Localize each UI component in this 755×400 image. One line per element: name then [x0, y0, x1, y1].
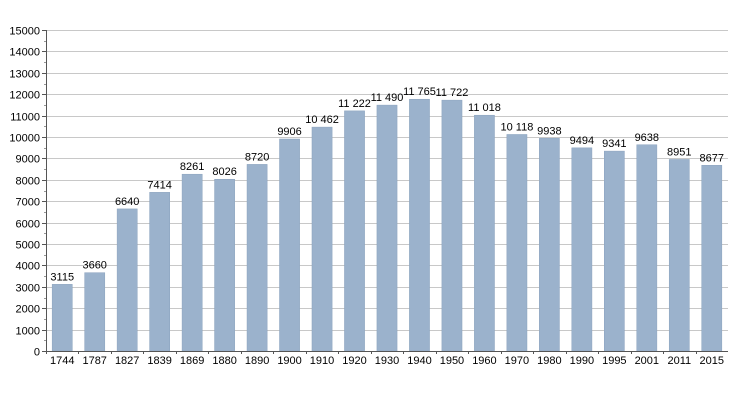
x-tick-label: 1995: [602, 355, 626, 367]
data-labels: 3115 3660 6640 7414 8261 8026 8720 9906 10 462 11…: [50, 86, 724, 283]
data-label: 9938: [537, 125, 561, 137]
bar-1940: [409, 98, 430, 352]
bar-1787: [84, 272, 106, 352]
y-tick-label: 1000: [16, 326, 40, 338]
data-label: 10 118: [500, 121, 533, 133]
data-label: 8026: [212, 166, 236, 178]
y-tick-label: 11000: [10, 112, 40, 124]
x-tick-label: 1839: [147, 355, 171, 367]
bar-1900: [279, 138, 300, 352]
y-tick-label: 12000: [9, 90, 40, 102]
x-tick-label: 1744: [50, 355, 74, 367]
x-tick-label: 1950: [440, 355, 464, 367]
data-label: 3660: [82, 260, 106, 272]
bars: [51, 98, 723, 352]
data-label: 11 018: [468, 102, 501, 114]
y-tick-label: 3000: [16, 283, 40, 295]
data-label: 6640: [115, 196, 139, 208]
y-tick-label: 5000: [16, 240, 40, 252]
bar-1890: [246, 164, 268, 352]
data-label: 9494: [570, 135, 594, 147]
bar-1995: [604, 150, 625, 352]
x-tick-label: 1869: [180, 355, 204, 367]
data-label: 8720: [245, 151, 269, 163]
x-tick-label: 2015: [700, 355, 724, 367]
bar-1880: [214, 178, 235, 352]
data-label: 8261: [180, 161, 204, 173]
bar-1980: [539, 138, 560, 352]
axes: [42, 30, 728, 354]
x-tick-label: 2001: [635, 355, 659, 367]
data-label: 10 462: [305, 114, 339, 126]
data-label: 9638: [635, 132, 659, 144]
x-tick-label: 1827: [115, 355, 139, 367]
y-tick-label: 7000: [16, 197, 40, 209]
bar-1960: [474, 114, 495, 352]
x-tick-label: 1900: [277, 355, 301, 367]
bar-1970: [506, 134, 528, 352]
bar-1910: [311, 126, 333, 352]
y-tick-label: 9000: [16, 154, 40, 166]
y-tick-label: 13000: [9, 69, 40, 81]
y-tick-label: 0: [34, 347, 40, 359]
x-tick-label: 1930: [375, 355, 399, 367]
bar-1839: [149, 192, 170, 352]
x-tick-label: 1970: [505, 355, 529, 367]
x-tick-label: 1910: [310, 355, 334, 367]
data-label: 11 222: [338, 98, 371, 110]
y-tick-label: 8000: [16, 176, 40, 188]
data-label: 3115: [50, 271, 74, 283]
x-tick-label: 1880: [212, 355, 236, 367]
y-tick-label: 14000: [9, 47, 40, 59]
bar-1869: [181, 173, 203, 352]
bar-2011: [668, 159, 690, 352]
y-tick-label: 2000: [16, 304, 40, 316]
x-tick-labels: 1744 1787 1827 1839 1869 1880 1890 1900 1910 1920…: [50, 355, 724, 367]
data-label: 11 765: [403, 86, 436, 98]
x-tick-label: 1920: [342, 355, 366, 367]
x-tick-label: 1990: [570, 355, 594, 367]
x-tick-label: 1940: [407, 355, 431, 367]
bar-2001: [636, 144, 658, 352]
bar-1920: [344, 110, 365, 352]
data-label: 9341: [602, 138, 626, 150]
bar-2015: [701, 165, 723, 352]
y-tick-label: 10000: [9, 133, 40, 145]
y-tick-labels: 0 1000 2000 3000 4000 5000 6000 7000 8000 9000 100…: [9, 26, 40, 359]
x-tick-label: 2011: [667, 355, 691, 367]
data-label: 9906: [277, 126, 301, 138]
data-label: 7414: [147, 179, 171, 191]
bar-1990: [571, 147, 593, 352]
data-label: 11 722: [436, 87, 469, 99]
x-tick-label: 1787: [82, 355, 106, 367]
bar-1930: [376, 104, 398, 352]
bar-1827: [116, 208, 138, 352]
x-tick-label: 1890: [245, 355, 269, 367]
data-label: 8677: [700, 152, 724, 164]
data-label: 11 490: [371, 92, 404, 104]
y-tick-label: 4000: [16, 261, 40, 273]
data-label: 8951: [667, 146, 691, 158]
x-tick-label: 1980: [537, 355, 561, 367]
bar-1744: [51, 284, 73, 352]
x-tick-label: 1960: [472, 355, 496, 367]
y-tick-label: 15000: [9, 26, 40, 38]
bar-1950: [441, 99, 463, 352]
y-tick-label: 6000: [16, 219, 40, 231]
